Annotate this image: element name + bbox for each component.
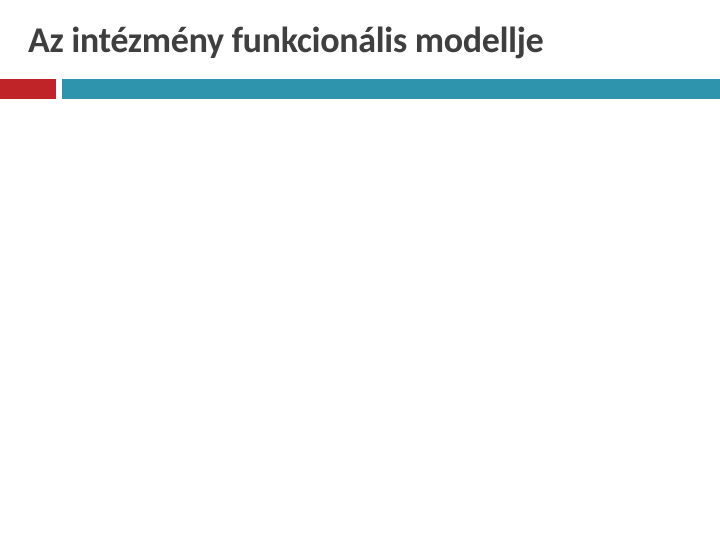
- divider-bar: [0, 79, 720, 99]
- divider-accent-teal: [62, 79, 720, 99]
- slide-container: Az intézmény funkcionális modellje: [0, 0, 720, 540]
- divider-accent-red: [0, 79, 56, 99]
- slide-title: Az intézmény funkcionális modellje: [28, 18, 543, 62]
